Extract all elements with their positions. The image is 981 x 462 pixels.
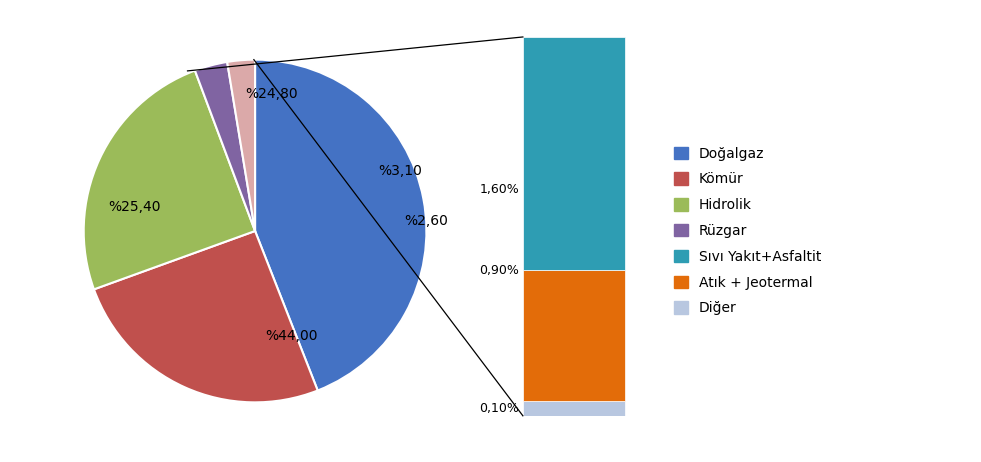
Wedge shape (83, 71, 255, 289)
Text: %2,60: %2,60 (404, 214, 448, 228)
Bar (523, 270, 625, 401)
Text: 1,60%: 1,60% (480, 183, 519, 196)
Bar (523, 37, 625, 270)
Wedge shape (255, 60, 427, 390)
Wedge shape (228, 60, 255, 231)
Text: %3,10: %3,10 (379, 164, 422, 177)
Wedge shape (195, 62, 255, 231)
Text: %25,40: %25,40 (108, 200, 160, 214)
Wedge shape (94, 231, 318, 402)
Text: %44,00: %44,00 (265, 329, 318, 343)
Bar (523, 401, 625, 416)
Text: 0,10%: 0,10% (479, 402, 519, 415)
Text: 0,90%: 0,90% (479, 264, 519, 277)
Text: %24,80: %24,80 (245, 87, 297, 101)
Legend: Doğalgaz, Kömür, Hidrolik, Rüzgar, Sıvı Yakıt+Asfaltit, Atık + Jeotermal, Diğer: Doğalgaz, Kömür, Hidrolik, Rüzgar, Sıvı … (674, 146, 821, 316)
